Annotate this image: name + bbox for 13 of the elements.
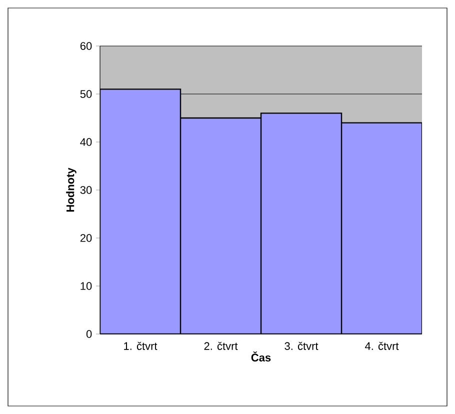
y-axis-title: Hodnoty (66, 168, 76, 212)
y-tick-label: 60 (80, 42, 92, 50)
y-tick-label: 20 (80, 234, 92, 242)
x-tick-label: 2. čtvrt (204, 342, 238, 350)
y-tick-label: 40 (80, 138, 92, 146)
y-tick-label: 10 (80, 282, 92, 290)
x-tick-label: 3. čtvrt (284, 342, 318, 350)
y-tick-label: 0 (86, 330, 92, 338)
x-tick-label: 4. čtvrt (364, 342, 399, 350)
x-axis-title: Čas (251, 352, 271, 362)
y-tick-label: 30 (80, 186, 92, 194)
x-tick-label: 1. čtvrt (124, 342, 158, 350)
y-tick-label: 50 (80, 90, 92, 98)
